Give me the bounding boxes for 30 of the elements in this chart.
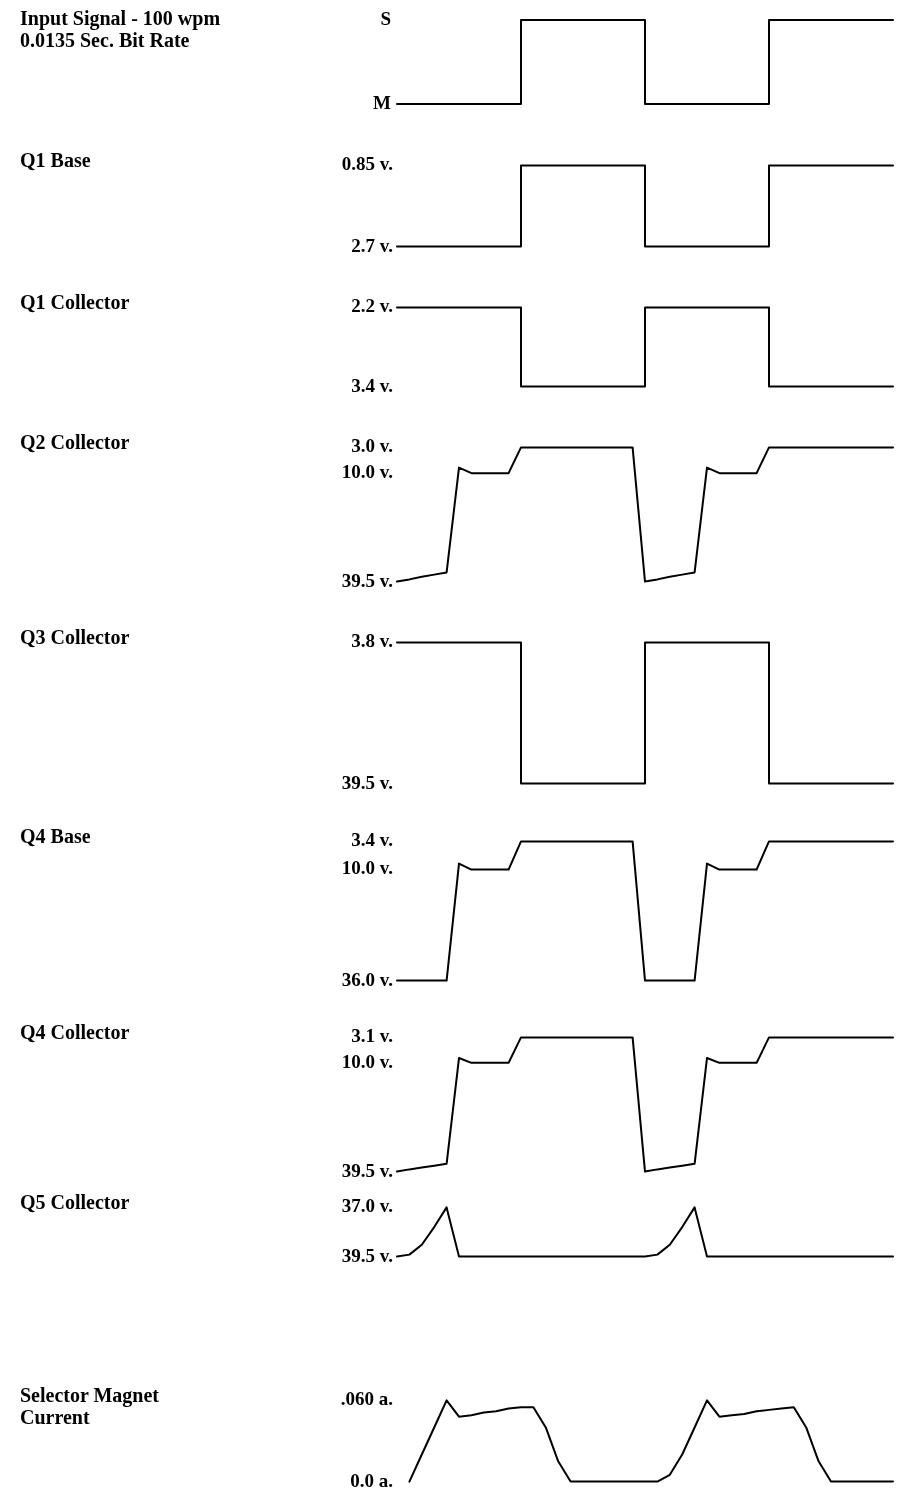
y-tick-label: 0.85 v.	[341, 153, 393, 175]
y-axis-title: Q1 Base	[20, 149, 91, 172]
y-tick-label: 10.0 v.	[341, 461, 393, 483]
y-tick-label: 3.1 v.	[351, 1025, 393, 1047]
y-axis-title: Q3 Collector	[20, 626, 130, 649]
y-tick-label: 3.4 v.	[351, 374, 393, 396]
y-tick-label: 10.0 v.	[341, 857, 393, 879]
y-axis-title: Q4 Collector	[20, 1021, 130, 1044]
y-axis-title: Q4 Base	[20, 825, 91, 848]
annotation: S	[380, 7, 391, 29]
y-tick-label: .060 a.	[340, 1388, 393, 1410]
y-tick-label: 3.8 v.	[351, 630, 393, 652]
y-tick-label: 3.0 v.	[351, 435, 393, 457]
y-tick-label: 39.5 v.	[341, 569, 393, 591]
annotation: M	[373, 91, 392, 113]
y-axis-title: Q2 Collector	[20, 431, 130, 454]
y-tick-label: 37.0 v.	[341, 1195, 393, 1217]
y-tick-label: 0.0 a.	[350, 1469, 393, 1491]
y-axis-title: Q5 Collector	[20, 1191, 130, 1214]
y-tick-label: 2.7 v.	[351, 234, 393, 256]
y-tick-label: 3.4 v.	[351, 829, 393, 851]
y-axis-title: Selector Magnet Current	[20, 1384, 160, 1429]
y-tick-label: 10.0 v.	[341, 1050, 393, 1072]
y-tick-label: 2.2 v.	[351, 295, 393, 317]
y-tick-label: 39.5 v.	[341, 771, 393, 793]
y-tick-label: 39.5 v.	[341, 1244, 393, 1266]
y-tick-label: 36.0 v.	[341, 968, 393, 990]
y-tick-label: 39.5 v.	[341, 1159, 393, 1181]
y-axis-title: Input Signal - 100 wpm 0.0135 Sec. Bit Rate	[20, 7, 221, 52]
y-axis-title: Q1 Collector	[20, 291, 130, 314]
